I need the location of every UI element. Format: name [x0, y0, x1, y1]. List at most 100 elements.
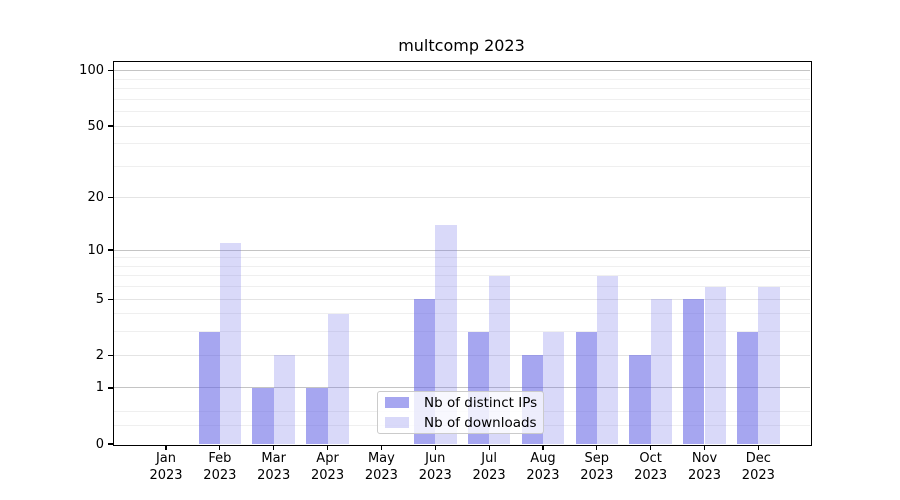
legend-swatch-distinct-ips	[385, 397, 409, 408]
x-axis-tick	[542, 445, 544, 450]
y-axis-tick	[108, 443, 113, 445]
bar-downloads-feb	[219, 243, 242, 444]
x-axis-tick-label: Sep 2023	[562, 450, 632, 484]
gridline	[114, 257, 810, 259]
x-axis-tick-label: Aug 2023	[508, 450, 578, 484]
x-axis-tick	[596, 445, 598, 450]
x-axis-tick-label: Dec 2023	[723, 450, 793, 484]
x-label-month: Sep	[584, 451, 610, 466]
gridline	[114, 298, 810, 300]
x-label-month: Apr	[316, 451, 339, 466]
legend: Nb of distinct IPs Nb of downloads	[377, 391, 544, 434]
x-axis-tick-label: Oct 2023	[616, 450, 686, 484]
x-axis-tick	[703, 445, 706, 450]
x-axis-tick	[650, 445, 652, 450]
y-axis-tick	[108, 197, 113, 199]
x-label-month: Dec	[745, 451, 771, 466]
bar-distinct-ips-nov	[683, 299, 705, 444]
gridline	[114, 387, 810, 389]
x-label-year: 2023	[149, 468, 183, 483]
y-axis-tick-label: 2	[95, 347, 104, 363]
gridline	[114, 88, 810, 90]
gridline	[114, 249, 810, 251]
bar-distinct-ips-sep	[575, 331, 597, 444]
x-axis-tick	[380, 445, 382, 450]
x-label-year: 2023	[311, 468, 345, 483]
x-label-month: Aug	[530, 451, 556, 466]
x-label-year: 2023	[580, 468, 614, 483]
y-axis-tick-label: 100	[79, 63, 104, 79]
bar-downloads-apr	[327, 313, 349, 444]
gridline	[114, 265, 810, 267]
x-label-month: Nov	[691, 451, 718, 466]
gridline	[114, 165, 810, 167]
x-label-year: 2023	[418, 468, 452, 483]
gridline	[114, 98, 810, 100]
gridline	[114, 313, 810, 315]
x-axis-tick-label: Apr 2023	[293, 450, 363, 484]
y-axis-tick	[108, 387, 113, 389]
gridline	[114, 354, 810, 356]
x-label-month: Jan	[155, 451, 177, 466]
x-axis-tick-label: Feb 2023	[185, 450, 255, 484]
x-axis-tick	[757, 445, 759, 450]
legend-label-downloads: Nb of downloads	[424, 414, 537, 431]
y-axis-tick-label: 10	[87, 242, 104, 258]
gridline	[114, 331, 810, 333]
x-axis-tick-label: Mar 2023	[239, 450, 309, 484]
gridline	[114, 78, 810, 80]
y-axis-tick-label: 1	[95, 380, 104, 396]
y-axis-tick	[108, 298, 113, 300]
bar-downloads-oct	[650, 299, 672, 444]
bar-downloads-jun	[435, 225, 457, 444]
gridline	[114, 70, 810, 72]
gridline	[114, 197, 810, 199]
gridline	[114, 111, 810, 113]
bar-downloads-sep	[596, 275, 619, 444]
x-axis-tick	[326, 445, 329, 450]
x-label-year: 2023	[526, 468, 560, 483]
bar-downloads-dec	[758, 286, 780, 444]
y-axis-tick-label: 0	[95, 436, 104, 452]
bar-distinct-ips-oct	[629, 355, 651, 444]
x-label-month: Feb	[208, 451, 232, 466]
x-label-month: Oct	[639, 451, 662, 466]
y-axis-tick-label: 20	[87, 190, 104, 206]
y-axis-tick	[108, 249, 113, 251]
x-axis-tick-label: May 2023	[346, 450, 416, 484]
bar-distinct-ips-mar	[252, 387, 274, 444]
x-label-year: 2023	[364, 468, 398, 483]
x-label-year: 2023	[203, 468, 237, 483]
x-axis-tick-label: Jan 2023	[131, 450, 201, 484]
y-axis-tick	[108, 125, 113, 127]
bar-distinct-ips-apr	[306, 387, 328, 444]
gridline	[114, 143, 810, 145]
x-axis-tick	[273, 445, 275, 450]
x-label-year: 2023	[472, 468, 506, 483]
x-axis-tick	[165, 445, 167, 450]
x-label-month: Jul	[481, 451, 497, 466]
x-label-month: Jun	[425, 451, 446, 466]
bar-downloads-nov	[704, 286, 726, 444]
x-axis-tick-label: Jun 2023	[400, 450, 470, 484]
bar-downloads-mar	[273, 355, 295, 444]
legend-label-distinct-ips: Nb of distinct IPs	[424, 394, 538, 411]
legend-row-downloads: Nb of downloads	[385, 414, 537, 431]
x-axis-tick	[434, 445, 436, 450]
y-axis-tick-label: 5	[95, 291, 104, 307]
y-axis-tick	[108, 70, 113, 72]
y-axis-tick	[108, 354, 113, 356]
bar-distinct-ips-dec	[737, 331, 759, 444]
x-axis-tick-label: Jul 2023	[454, 450, 524, 484]
bar-distinct-ips-feb	[198, 331, 220, 444]
gridline	[114, 286, 810, 288]
x-label-year: 2023	[634, 468, 668, 483]
chart-title: multcomp 2023	[398, 36, 525, 55]
x-label-month: May	[367, 451, 395, 466]
y-axis-tick-label: 50	[87, 118, 104, 134]
gridline	[114, 275, 810, 277]
x-label-year: 2023	[687, 468, 722, 483]
x-label-year: 2023	[741, 468, 775, 483]
x-label-year: 2023	[257, 468, 291, 483]
